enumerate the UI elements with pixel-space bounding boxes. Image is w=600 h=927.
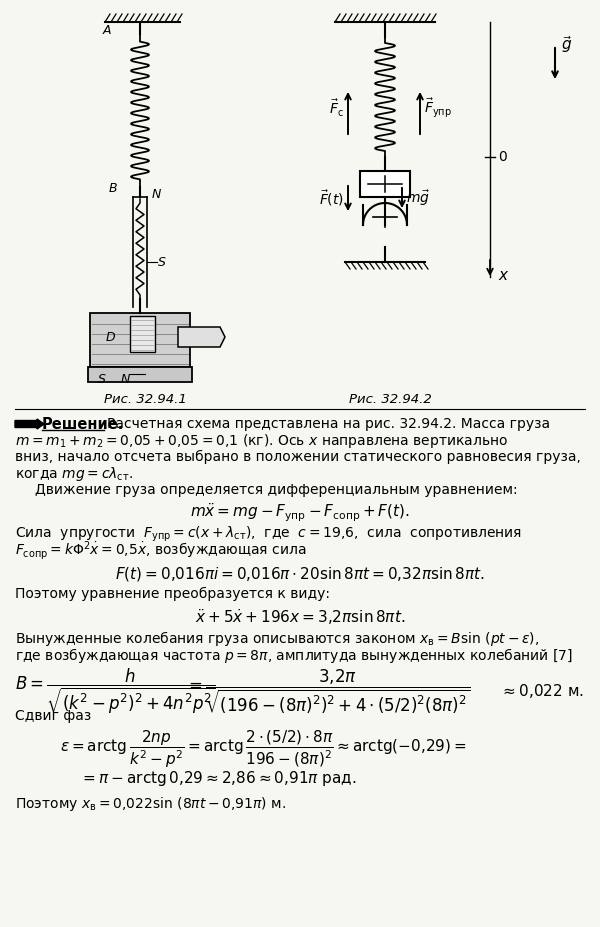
- Polygon shape: [178, 327, 225, 347]
- Text: Рис. 32.94.1: Рис. 32.94.1: [104, 392, 187, 405]
- Text: Расчетная схема представлена на рис. 32.94.2. Масса груза: Расчетная схема представлена на рис. 32.…: [107, 417, 550, 431]
- Text: N: N: [121, 373, 130, 386]
- FancyArrow shape: [15, 419, 44, 429]
- Text: $m\ddot{x} = mg - F_{\rm упр} - F_{\rm сопр} + F(t).$: $m\ddot{x} = mg - F_{\rm упр} - F_{\rm с…: [190, 502, 410, 525]
- Text: N: N: [152, 187, 161, 200]
- Text: $\varepsilon = \operatorname{arctg}\dfrac{2np}{k^2 - p^2} = \operatorname{arctg}: $\varepsilon = \operatorname{arctg}\dfra…: [60, 729, 466, 769]
- Text: $\ddot{x} + 5\dot{x} + 196x = 3{,}2\pi\sin 8\pi t.$: $\ddot{x} + 5\dot{x} + 196x = 3{,}2\pi\s…: [195, 607, 405, 627]
- Text: вниз, начало отсчета выбрано в положении статического равновесия груза,: вниз, начало отсчета выбрано в положении…: [15, 450, 581, 464]
- Text: $\vec{g}$: $\vec{g}$: [561, 34, 572, 56]
- Text: $\approx 0{,}022$ м.: $\approx 0{,}022$ м.: [500, 682, 584, 700]
- Text: $\vec{F}_{\rm c}$: $\vec{F}_{\rm c}$: [329, 97, 344, 119]
- Text: $F(t) = 0{,}016\pi i = 0{,}016\pi \cdot 20\sin 8\pi t = 0{,}32\pi\sin 8\pi t.$: $F(t) = 0{,}016\pi i = 0{,}016\pi \cdot …: [115, 565, 485, 583]
- Bar: [130, 316, 155, 352]
- Text: $m\vec{g}$: $m\vec{g}$: [406, 188, 430, 208]
- Bar: [360, 171, 410, 197]
- Text: $B = \dfrac{h}{\sqrt{(k^2 - p^2)^2 + 4n^2p^2}}$: $B = \dfrac{h}{\sqrt{(k^2 - p^2)^2 + 4n^…: [15, 667, 215, 716]
- Text: когда $mg = c\lambda_{\rm ст}$.: когда $mg = c\lambda_{\rm ст}$.: [15, 464, 133, 482]
- Text: B: B: [109, 182, 117, 195]
- Text: Поэтому уравнение преобразуется к виду:: Поэтому уравнение преобразуется к виду:: [15, 587, 330, 601]
- Text: $= \dfrac{3{,}2\pi}{\sqrt{(196 - (8\pi)^2)^2 + 4 \cdot (5/2)^2(8\pi)^2}}$: $= \dfrac{3{,}2\pi}{\sqrt{(196 - (8\pi)^…: [185, 667, 470, 716]
- Text: $F_{\rm сопр} = k\Phi^2\dot{x} = 0{,}5\dot{x}$, возбуждающая сила: $F_{\rm сопр} = k\Phi^2\dot{x} = 0{,}5\d…: [15, 540, 307, 563]
- Text: $\vec{F}(t)$: $\vec{F}(t)$: [319, 188, 344, 208]
- Text: Рис. 32.94.2: Рис. 32.94.2: [349, 392, 431, 405]
- Text: $= \pi - \operatorname{arctg} 0{,}29 \approx 2{,}86 \approx 0{,}91\pi$ рад.: $= \pi - \operatorname{arctg} 0{,}29 \ap…: [80, 769, 356, 788]
- Text: Сдвиг фаз: Сдвиг фаз: [15, 709, 91, 723]
- Text: $\vec{F}_{\rm упр}$: $\vec{F}_{\rm упр}$: [424, 96, 452, 120]
- Text: Сила  упругости  $F_{\rm упр} = c(x + \lambda_{\rm ст})$,  где  $c = 19{,}6$,  с: Сила упругости $F_{\rm упр} = c(x + \lam…: [15, 525, 522, 544]
- Polygon shape: [88, 367, 192, 382]
- Text: Поэтому $x_{\rm в} = 0{,}022\sin\,(8\pi t - 0{,}91\pi)$ м.: Поэтому $x_{\rm в} = 0{,}022\sin\,(8\pi …: [15, 794, 286, 812]
- Polygon shape: [90, 313, 190, 367]
- Text: D: D: [105, 331, 115, 344]
- Text: Вынужденные колебания груза описываются законом $x_{\rm в} = B\sin\,(pt - \varep: Вынужденные колебания груза описываются …: [15, 629, 539, 648]
- Text: $x$: $x$: [498, 268, 509, 283]
- Text: $m = m_1 + m_2 = 0{,}05 + 0{,}05 = 0{,}1$ (кг). Ось $x$ направлена вертикально: $m = m_1 + m_2 = 0{,}05 + 0{,}05 = 0{,}1…: [15, 431, 508, 450]
- Text: Решение.: Решение.: [42, 416, 124, 431]
- Text: 0: 0: [498, 150, 507, 164]
- Text: A: A: [103, 23, 111, 36]
- Text: S: S: [98, 373, 106, 386]
- Text: Движение груза определяется дифференциальным уравнением:: Движение груза определяется дифференциал…: [35, 483, 518, 497]
- Text: S: S: [158, 256, 166, 269]
- Text: где возбуждающая частота $p = 8\pi$, амплитуда вынужденных колебаний [7]: где возбуждающая частота $p = 8\pi$, амп…: [15, 645, 573, 665]
